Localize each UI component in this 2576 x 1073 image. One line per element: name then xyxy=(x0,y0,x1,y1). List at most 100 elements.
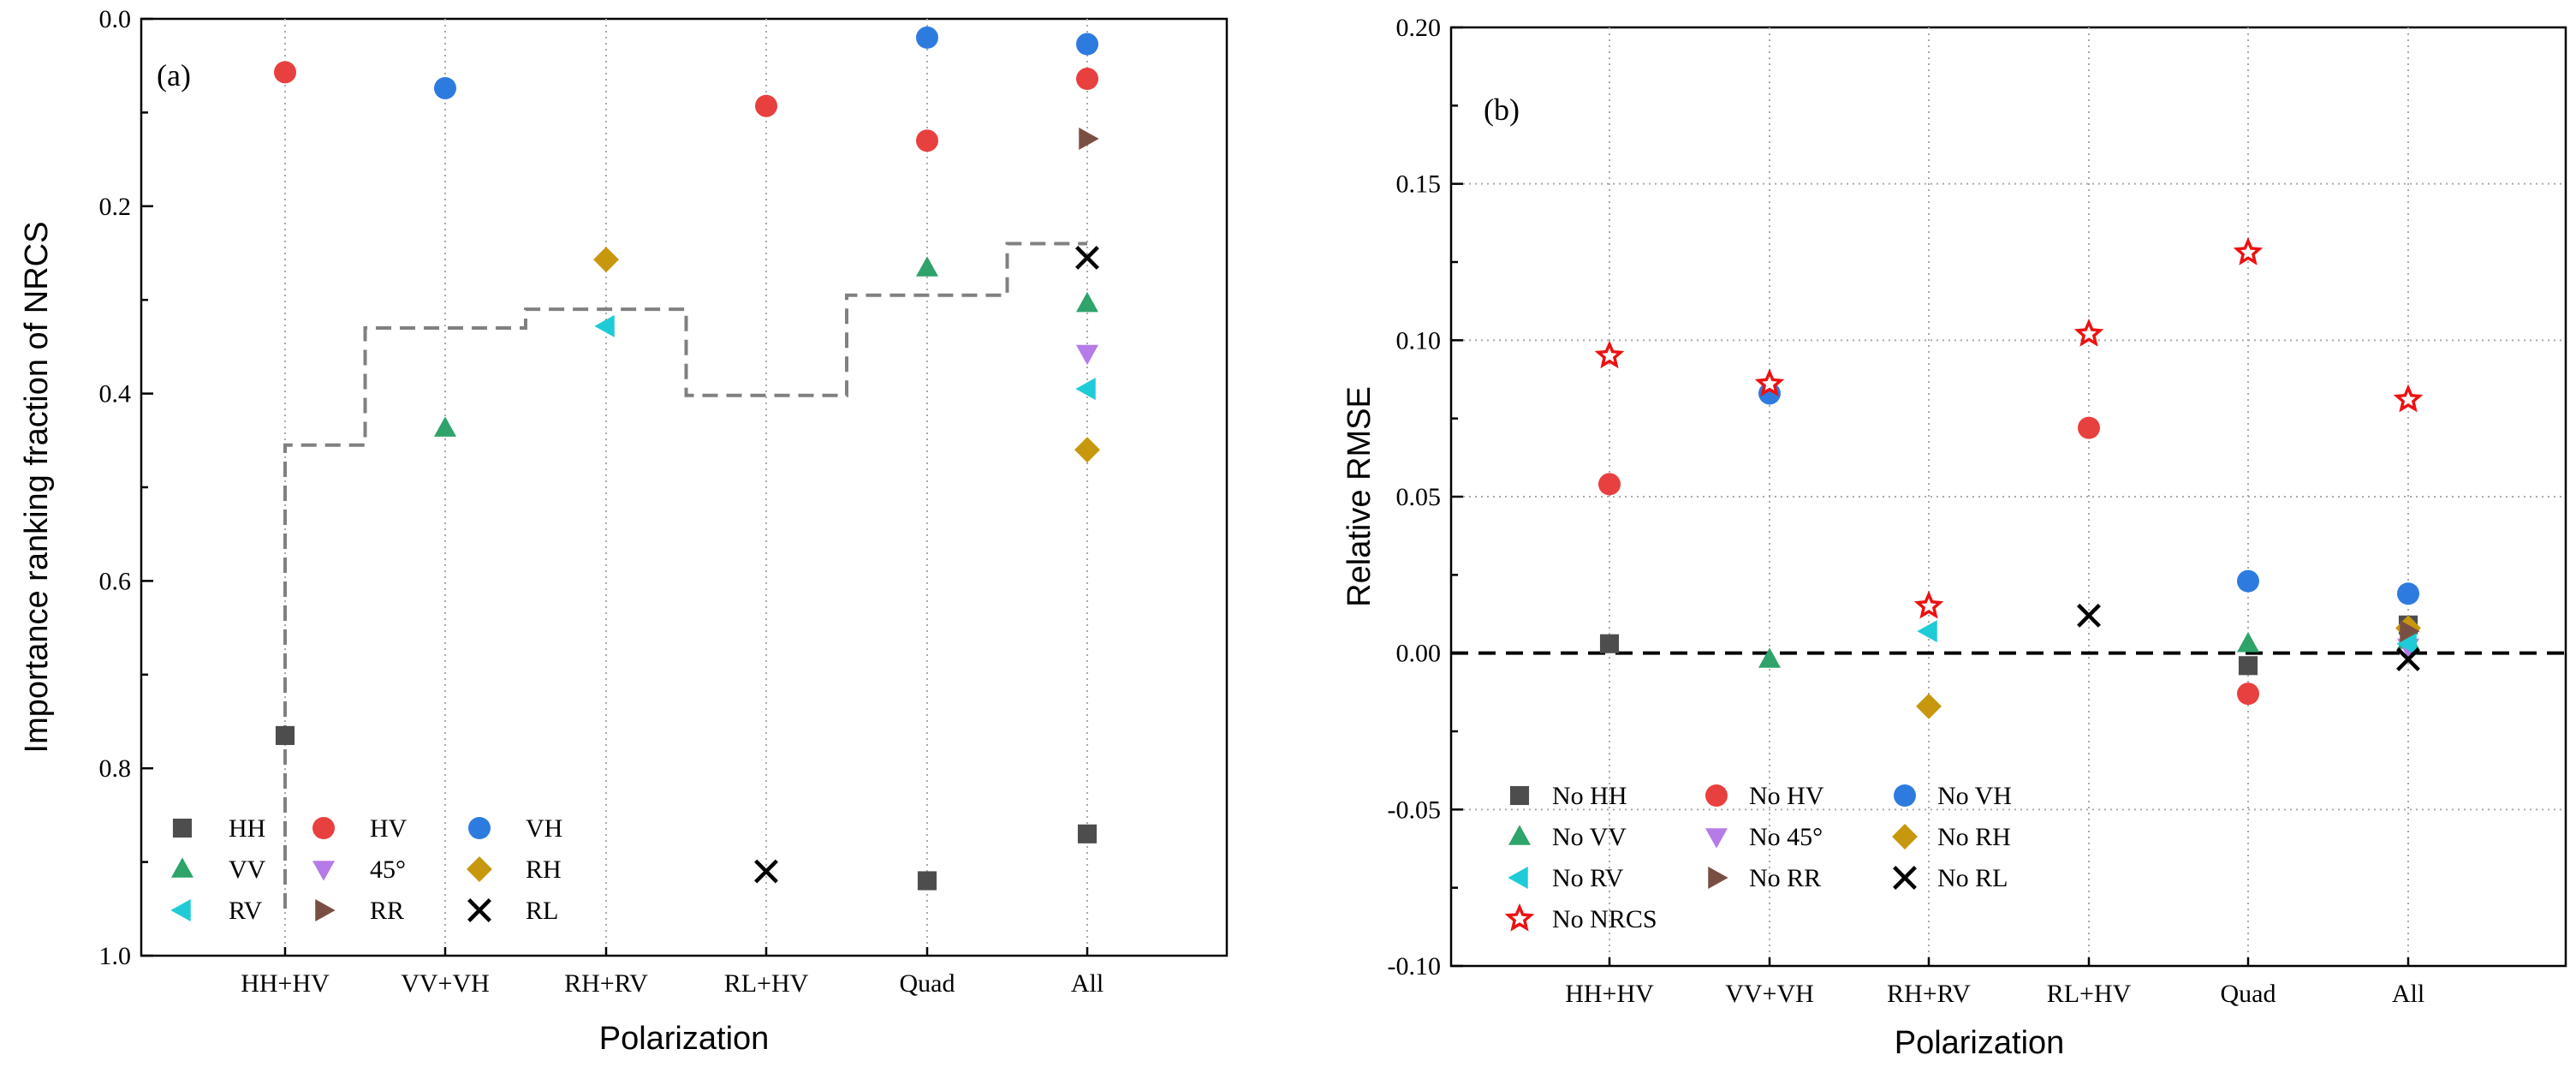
panel-a-y-tick-label-5: 1.0 xyxy=(99,942,132,970)
panel-b-y-tick-label-3: 0.05 xyxy=(1396,483,1442,511)
panel-a-point-hh-all xyxy=(1077,824,1098,843)
panel-a-label: (a) xyxy=(157,58,191,92)
panel-b-legend-marker-no-rh xyxy=(1892,824,1918,849)
panel-b-x-tick-label-rh-plus-rv: RH+RV xyxy=(1887,980,1971,1008)
panel-a-legend-label-hv: HV xyxy=(370,814,408,843)
panel-a-legend-label-vh: VH xyxy=(526,814,562,843)
panel-b-point-no-nrcs-vv-plus-vh xyxy=(1754,368,1785,397)
panel-a-legend-label-vv: VV xyxy=(229,855,266,884)
panel-b: -0.10 -0.05 0.00 0.05 0.10 0.15 0.20 HH+HV VV+V… xyxy=(1342,14,2567,1061)
panel-b-grid xyxy=(1451,27,2566,966)
panel-a-legend-label-45deg: 45° xyxy=(370,855,406,884)
panel-b-x-tick-label-rl-plus-hv: RL+HV xyxy=(2047,980,2132,1008)
panel-b-x-axis: HH+HV VV+VH RH+RV RL+HV Quad All xyxy=(1565,957,2424,1008)
panel-a-point-vv-quad xyxy=(916,256,938,277)
panel-b-point-no-nrcs-rh-plus-rv xyxy=(1913,590,1944,619)
panel-b-legend-marker-no-rr xyxy=(1708,867,1728,889)
panel-b-y-axis: -0.10 -0.05 0.00 0.05 0.10 0.15 0.20 xyxy=(1388,14,1463,981)
panel-a: 0.0 0.2 0.4 0.6 0.8 1.0 HH+HV VV+VH RH+RV RL+HV Q… xyxy=(19,5,1229,1057)
panel-b-legend-label-no-rh: No RH xyxy=(1937,823,2011,851)
panel-a-step-line xyxy=(283,241,1087,909)
panel-a-point-rl-rl-plus-hv xyxy=(754,859,778,884)
panel-b-point-no-nrcs-hh-plus-hv xyxy=(1594,340,1625,369)
panel-b-legend-marker-no-hh xyxy=(1509,785,1530,806)
panel-b-legend-label-no-rv: No RV xyxy=(1552,864,1624,892)
panel-b-legend-marker-no-45deg xyxy=(1705,828,1728,849)
panel-b-legend-marker-no-vv xyxy=(1508,825,1531,845)
panel-b-point-no-vh-all xyxy=(2397,582,2419,605)
panel-a-legend-marker-rv xyxy=(170,899,191,921)
panel-a-point-rh-rh-plus-rv xyxy=(593,247,619,273)
panel-a-point-hv-all xyxy=(1076,68,1098,91)
panel-b-point-no-vh-quad xyxy=(2237,569,2259,593)
panel-a-legend-marker-vh xyxy=(468,817,491,839)
panel-a-legend-marker-45deg xyxy=(312,861,335,881)
panel-a-legend-label-rh: RH xyxy=(526,855,562,884)
panel-a-point-rr-all xyxy=(1079,128,1099,151)
panel-b-legend-marker-no-vh xyxy=(1894,784,1916,807)
panel-a-point-rh-all xyxy=(1074,437,1100,463)
panel-b-legend-label-no-hv: No HV xyxy=(1749,782,1824,810)
panel-a-point-hv-rl-plus-hv xyxy=(755,94,777,117)
panel-a-point-vh-vv-plus-vh xyxy=(434,76,456,99)
panel-b-point-no-rv-all xyxy=(2396,632,2417,655)
panel-b-legend-label-no-vh: No VH xyxy=(1937,782,2012,810)
panel-b-point-no-hv-hh-plus-hv xyxy=(1598,473,1621,496)
panel-a-legend-marker-rr xyxy=(315,899,336,921)
panel-b-point-no-rv-rh-plus-rv xyxy=(1917,620,1937,643)
panel-a-legend-label-rr: RR xyxy=(370,897,404,925)
panel-b-legend-marker-no-hv xyxy=(1705,784,1728,807)
panel-a-y-tick-label-0: 0.0 xyxy=(99,5,132,33)
panel-b-point-no-rr-all xyxy=(2400,620,2420,643)
panel-a-point-vh-all xyxy=(1076,33,1098,56)
panel-b-x-tick-label-all: All xyxy=(2392,980,2424,1008)
panel-b-point-no-nrcs-quad xyxy=(2233,236,2264,265)
panel-a-legend-marker-rl xyxy=(467,898,491,922)
panel-a-legend-label-hh: HH xyxy=(229,814,265,843)
panel-b-point-no-hv-quad xyxy=(2237,683,2259,706)
panel-a-x-tick-label-rl-plus-hv: RL+HV xyxy=(724,969,809,998)
panel-b-x-tick-label-hh-plus-hv: HH+HV xyxy=(1565,980,1654,1008)
panel-b-legend-label-no-hh: No HH xyxy=(1552,782,1627,810)
panel-b-point-no-vv-quad xyxy=(2237,632,2259,653)
panel-b-point-no-hv-rl-plus-hv xyxy=(2078,416,2100,439)
panel-a-y-tick-label-4: 0.8 xyxy=(99,754,132,783)
panel-b-y-title: Relative RMSE xyxy=(1342,386,1377,607)
panel-a-x-tick-label-hh-plus-hv: HH+HV xyxy=(241,969,330,998)
panel-b-y-tick-label-0: -0.10 xyxy=(1388,952,1442,981)
panel-a-y-tick-label-1: 0.2 xyxy=(99,193,132,221)
panel-a-y-tick-label-2: 0.4 xyxy=(99,380,132,408)
panel-b-x-tick-label-quad: Quad xyxy=(2221,980,2276,1008)
panel-b-y-tick-label-5: 0.15 xyxy=(1396,170,1442,199)
panel-a-x-title: Polarization xyxy=(599,1021,770,1057)
panel-a-x-tick-label-rh-plus-rv: RH+RV xyxy=(564,969,648,998)
panel-b-point-no-nrcs-all xyxy=(2393,384,2424,413)
panel-a-plot-frame xyxy=(140,17,1229,957)
panel-a-legend-label-rv: RV xyxy=(229,897,263,925)
panel-a-legend-marker-hv xyxy=(312,817,335,839)
panel-a-x-tick-label-quad: Quad xyxy=(900,969,955,998)
panel-b-y-tick-label-2: 0.00 xyxy=(1396,640,1442,668)
panel-b-point-no-rl-rl-plus-hv xyxy=(2077,603,2101,628)
panel-b-y-tick-label-6: 0.20 xyxy=(1396,14,1442,42)
panel-a-legend-marker-vv xyxy=(171,857,193,878)
panel-b-legend-label-no-rl: No RL xyxy=(1937,864,2008,892)
panel-a-point-hv-quad xyxy=(916,129,938,152)
panel-a-point-vv-vv-plus-vh xyxy=(434,416,456,437)
panel-b-label: (b) xyxy=(1484,92,1520,127)
panel-b-points xyxy=(1594,236,2424,719)
panel-b-legend-label-no-rr: No RR xyxy=(1749,864,1821,892)
panel-a-point-hh-quad xyxy=(917,871,937,891)
panel-b-legend-label-no-nrcs: No NRCS xyxy=(1552,905,1657,933)
panel-b-point-no-nrcs-rl-plus-hv xyxy=(2073,318,2104,347)
panel-a-y-title: Importance ranking fraction of NRCS xyxy=(19,222,55,754)
panel-b-legend-marker-no-nrcs xyxy=(1504,903,1535,932)
panel-a-threshold-step-line xyxy=(283,241,1087,909)
panel-b-legend-marker-no-rl xyxy=(1893,866,1917,890)
panel-b-y-tick-label-4: 0.10 xyxy=(1396,326,1442,355)
panel-a-point-hh-hh-plus-hv xyxy=(275,725,295,745)
panel-b-x-title: Polarization xyxy=(1895,1025,2065,1061)
panel-b-legend-label-no-vv: No VV xyxy=(1552,823,1627,851)
panel-a-points xyxy=(274,26,1100,891)
